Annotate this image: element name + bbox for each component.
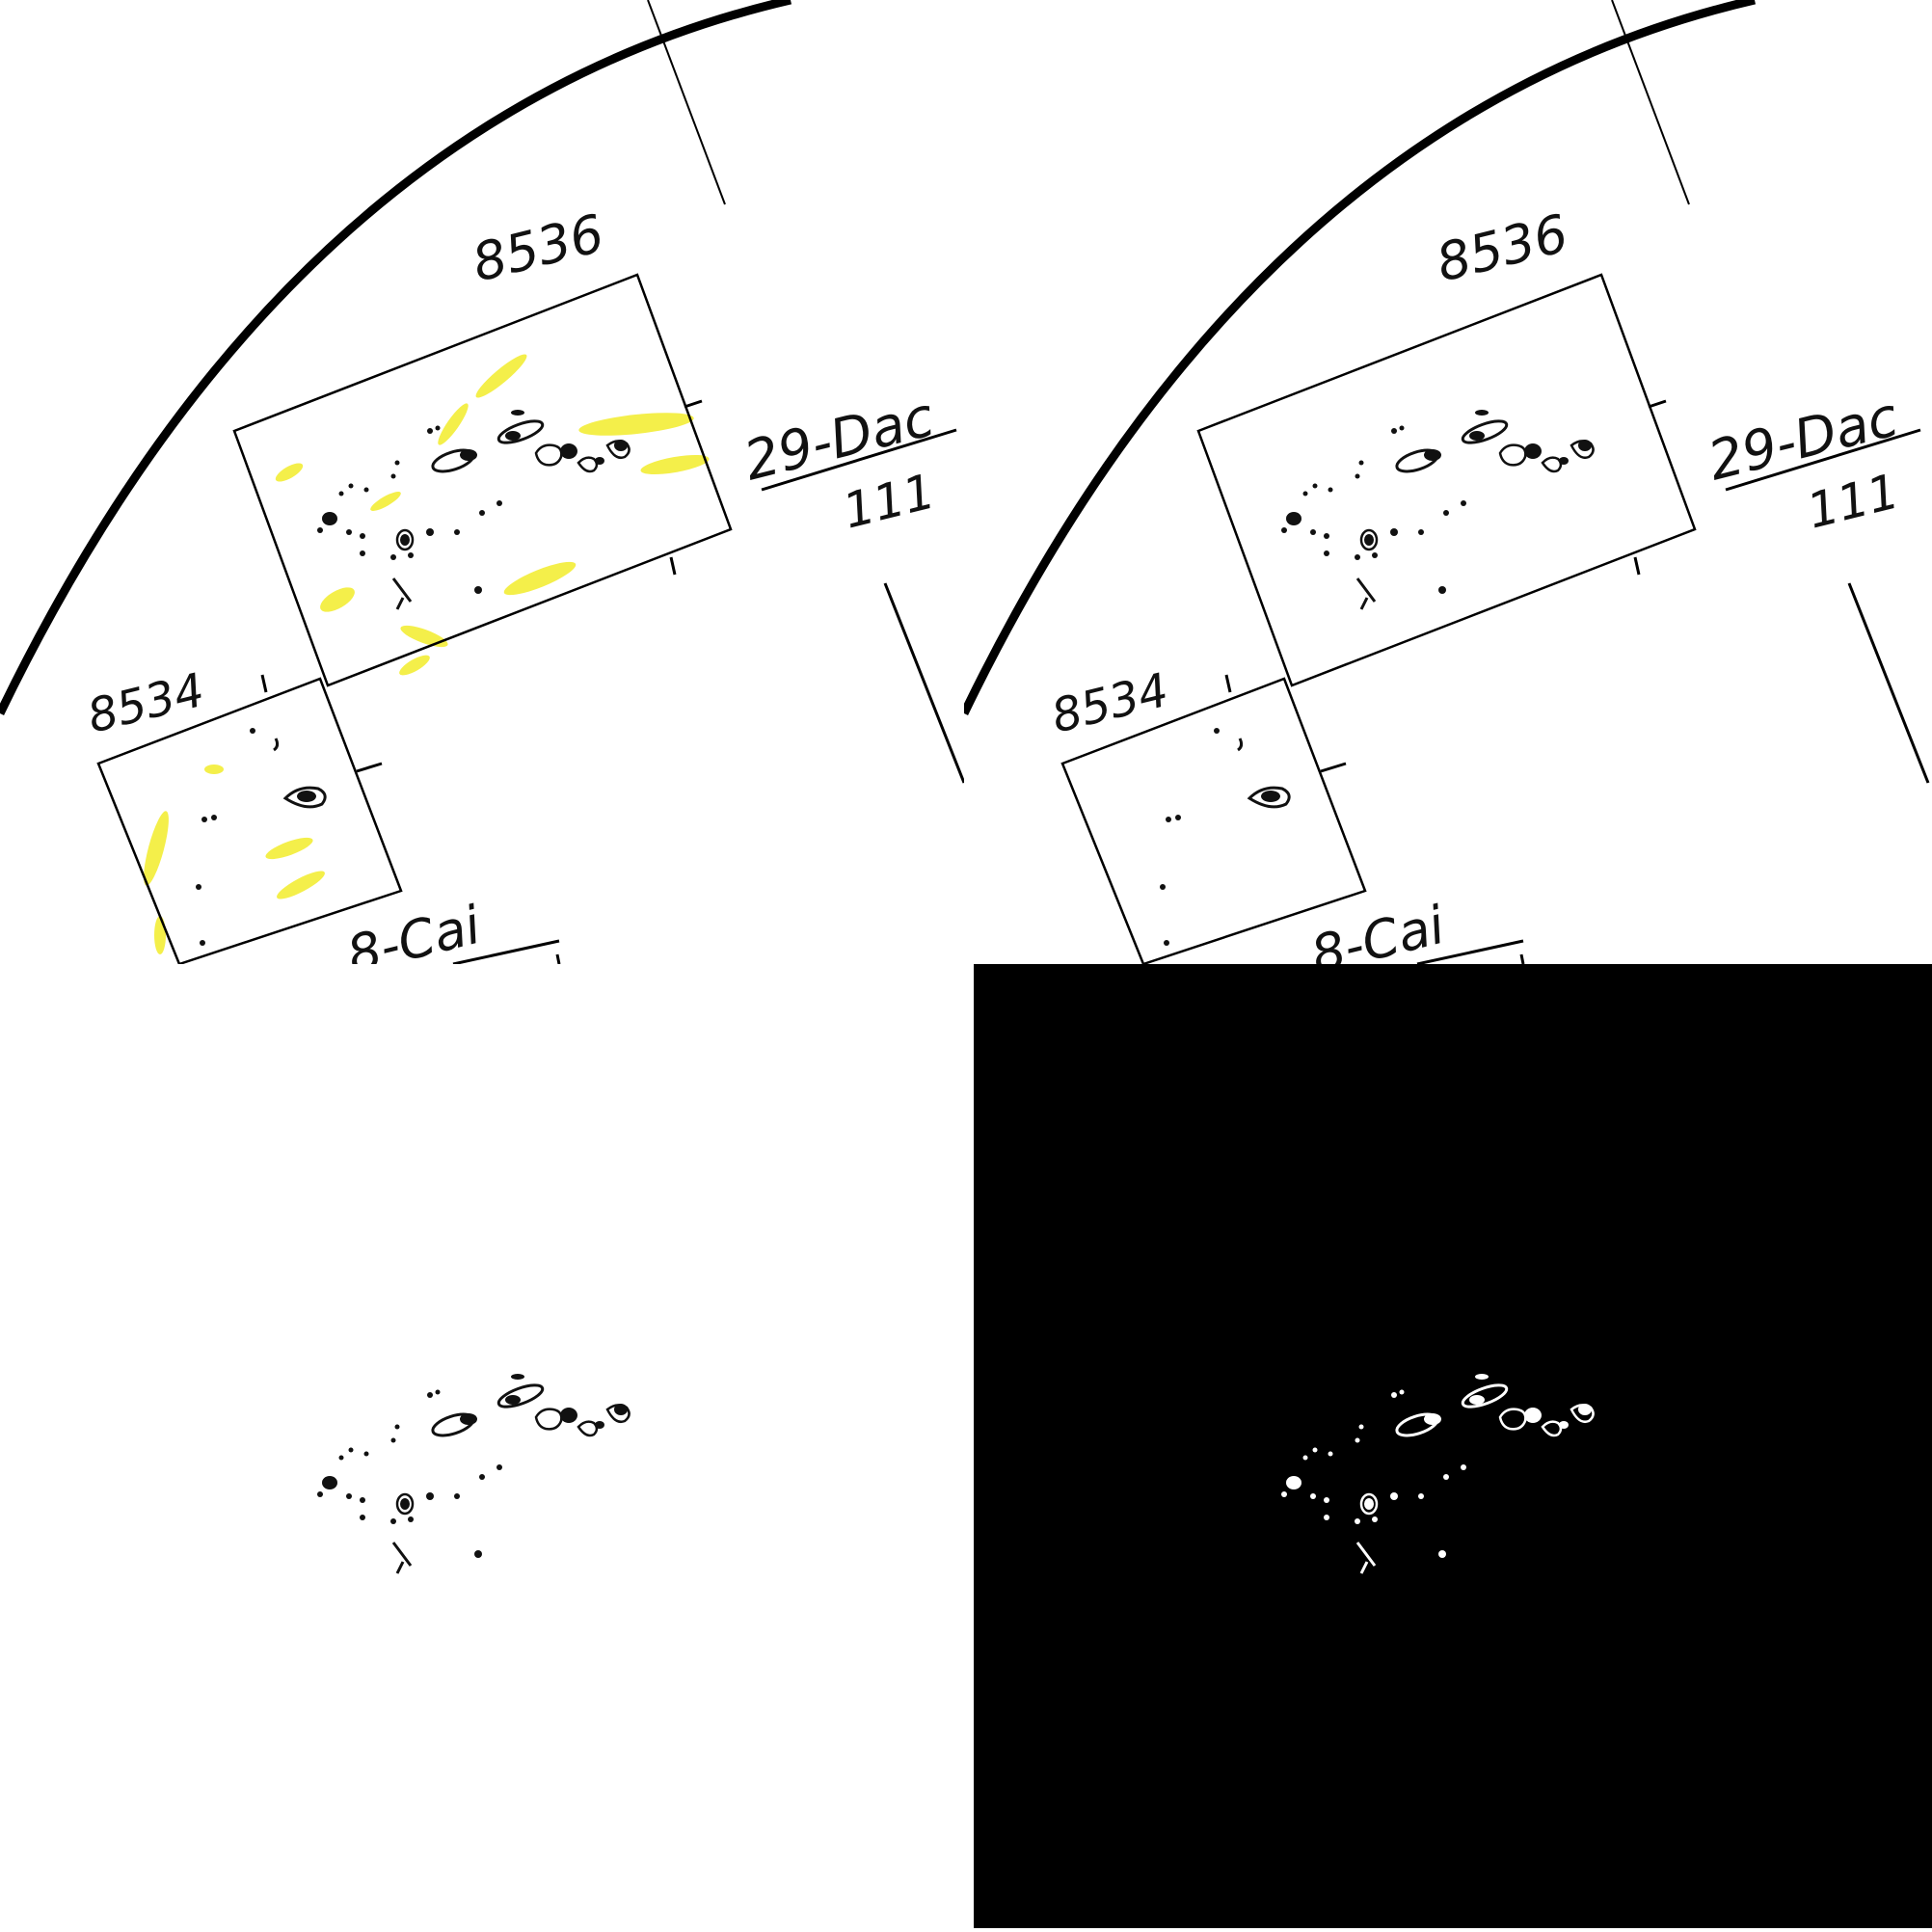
yellow-highlight-marks <box>144 354 710 954</box>
panel-extracted <box>0 964 964 1928</box>
panel-cleaned: 8536 8534 29-Dac 111 8-Cai <box>964 0 1932 964</box>
panel-original: 8536 8534 29-Dac 111 8-Cai <box>0 0 964 964</box>
panel-mask <box>974 964 1932 1928</box>
